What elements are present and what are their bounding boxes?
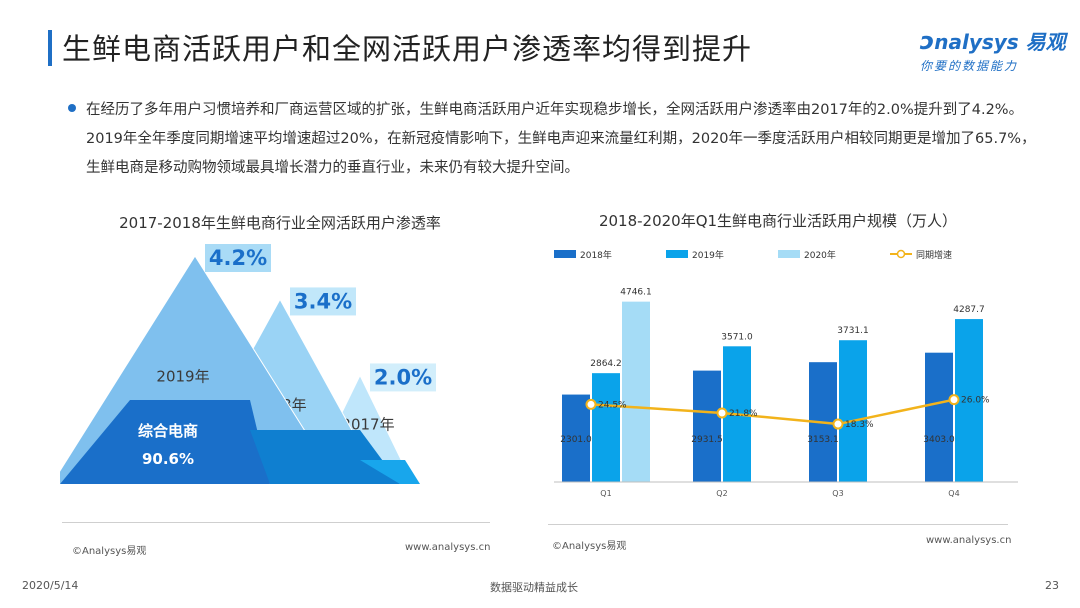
legend-label: 同期增速 [916, 249, 952, 261]
legend-swatch [554, 250, 576, 258]
active-users-chart: 2018年 2019年 2020年 同期增速 2301.0 2864.2 4746.1 29… [554, 249, 1018, 498]
bar-data-label: 3731.1 [837, 326, 869, 336]
bar-2018年-Q4 [925, 352, 953, 482]
left-chart-title: 2017-2018年生鲜电商行业全网活跃用户渗透率 [119, 214, 441, 232]
value-label: 4.2% [209, 246, 267, 270]
left-chart-source: ©Analysys易观 [72, 546, 147, 557]
footer-date: 2020/5/14 [22, 579, 79, 592]
growth-label: 26.0% [961, 396, 990, 406]
growth-point [948, 394, 960, 406]
summary-text: 在经历了多年用户习惯培养和厂商运营区域的扩张，生鲜电商活跃用户近年实现稳步增长，… [86, 102, 1036, 176]
year-label: 2019年 [156, 367, 209, 385]
value-label: 3.4% [294, 289, 352, 313]
growth-point [716, 407, 728, 419]
footer-slogan: 数据驱动精益成长 [490, 581, 578, 594]
year-label: 2017年 [341, 416, 394, 434]
page-title: 生鲜电商活跃用户和全网活跃用户渗透率均得到提升 [62, 32, 753, 66]
bar-data-label: 4746.1 [620, 288, 652, 298]
bar-2020年-Q1 [622, 301, 650, 482]
right-chart-divider [548, 524, 1008, 525]
base-label: 综合电商 [138, 422, 198, 440]
value-box [370, 363, 436, 392]
bar-data-label: 2931.5 [691, 435, 723, 445]
growth-label: 24.5% [598, 400, 627, 410]
bar-data-label: 2301.0 [560, 435, 592, 445]
value-label: 2.0% [374, 365, 432, 389]
left-chart-site: www.analysys.cn [405, 542, 491, 553]
bar-data-label: 2864.2 [590, 359, 622, 369]
value-box [205, 244, 271, 272]
logo-slogan: 你要的数据能力 [920, 59, 1019, 73]
growth-label: 18.3% [845, 420, 874, 430]
right-chart-title: 2018-2020年Q1生鲜电商行业活跃用户规模（万人） [598, 212, 958, 230]
bullet-icon [68, 104, 76, 112]
analysys-logo: ↄnalysys 易观 你要的数据能力 [920, 26, 1066, 73]
logo-top-text: nalysys 易观 [934, 30, 1066, 54]
legend-swatch [666, 250, 688, 258]
bar-data-label: 3571.0 [721, 332, 753, 342]
growth-point [585, 398, 597, 410]
legend-swatch [778, 250, 800, 258]
bar-2018年-Q1 [562, 394, 590, 482]
base-band-mid [250, 430, 400, 484]
bar-2019年-Q4 [955, 319, 983, 482]
legend-label: 2019年 [692, 249, 724, 261]
left-chart-divider [62, 522, 490, 523]
growth-point [832, 418, 844, 430]
legend-label: 2020年 [804, 249, 836, 261]
value-box [290, 287, 356, 316]
base-band [60, 400, 270, 484]
bar-2019年-Q1 [592, 373, 620, 482]
x-tick-label: Q2 [716, 489, 727, 498]
x-tick-label: Q1 [600, 489, 611, 498]
footer-page-number: 23 [1045, 579, 1059, 592]
growth-line [590, 398, 955, 426]
x-tick-label: Q4 [948, 489, 959, 498]
legend-marker [896, 249, 906, 259]
bar-2019年-Q3 [839, 340, 867, 482]
base-value: 90.6% [142, 450, 194, 468]
logo-a-icon: ↄ [920, 27, 935, 55]
bar-data-label: 3403.0 [923, 435, 955, 445]
right-chart-site: www.analysys.cn [926, 535, 1012, 546]
x-tick-label: Q3 [832, 489, 843, 498]
base-band-right [360, 460, 420, 484]
legend-label: 2018年 [580, 249, 612, 261]
growth-label: 21.8% [729, 409, 758, 419]
title-accent-bar [48, 30, 52, 66]
bar-data-label: 3153.1 [807, 435, 839, 445]
right-chart-source: ©Analysys易观 [552, 541, 627, 552]
bar-data-label: 4287.7 [953, 305, 985, 315]
bar-2018年-Q2 [693, 370, 721, 482]
